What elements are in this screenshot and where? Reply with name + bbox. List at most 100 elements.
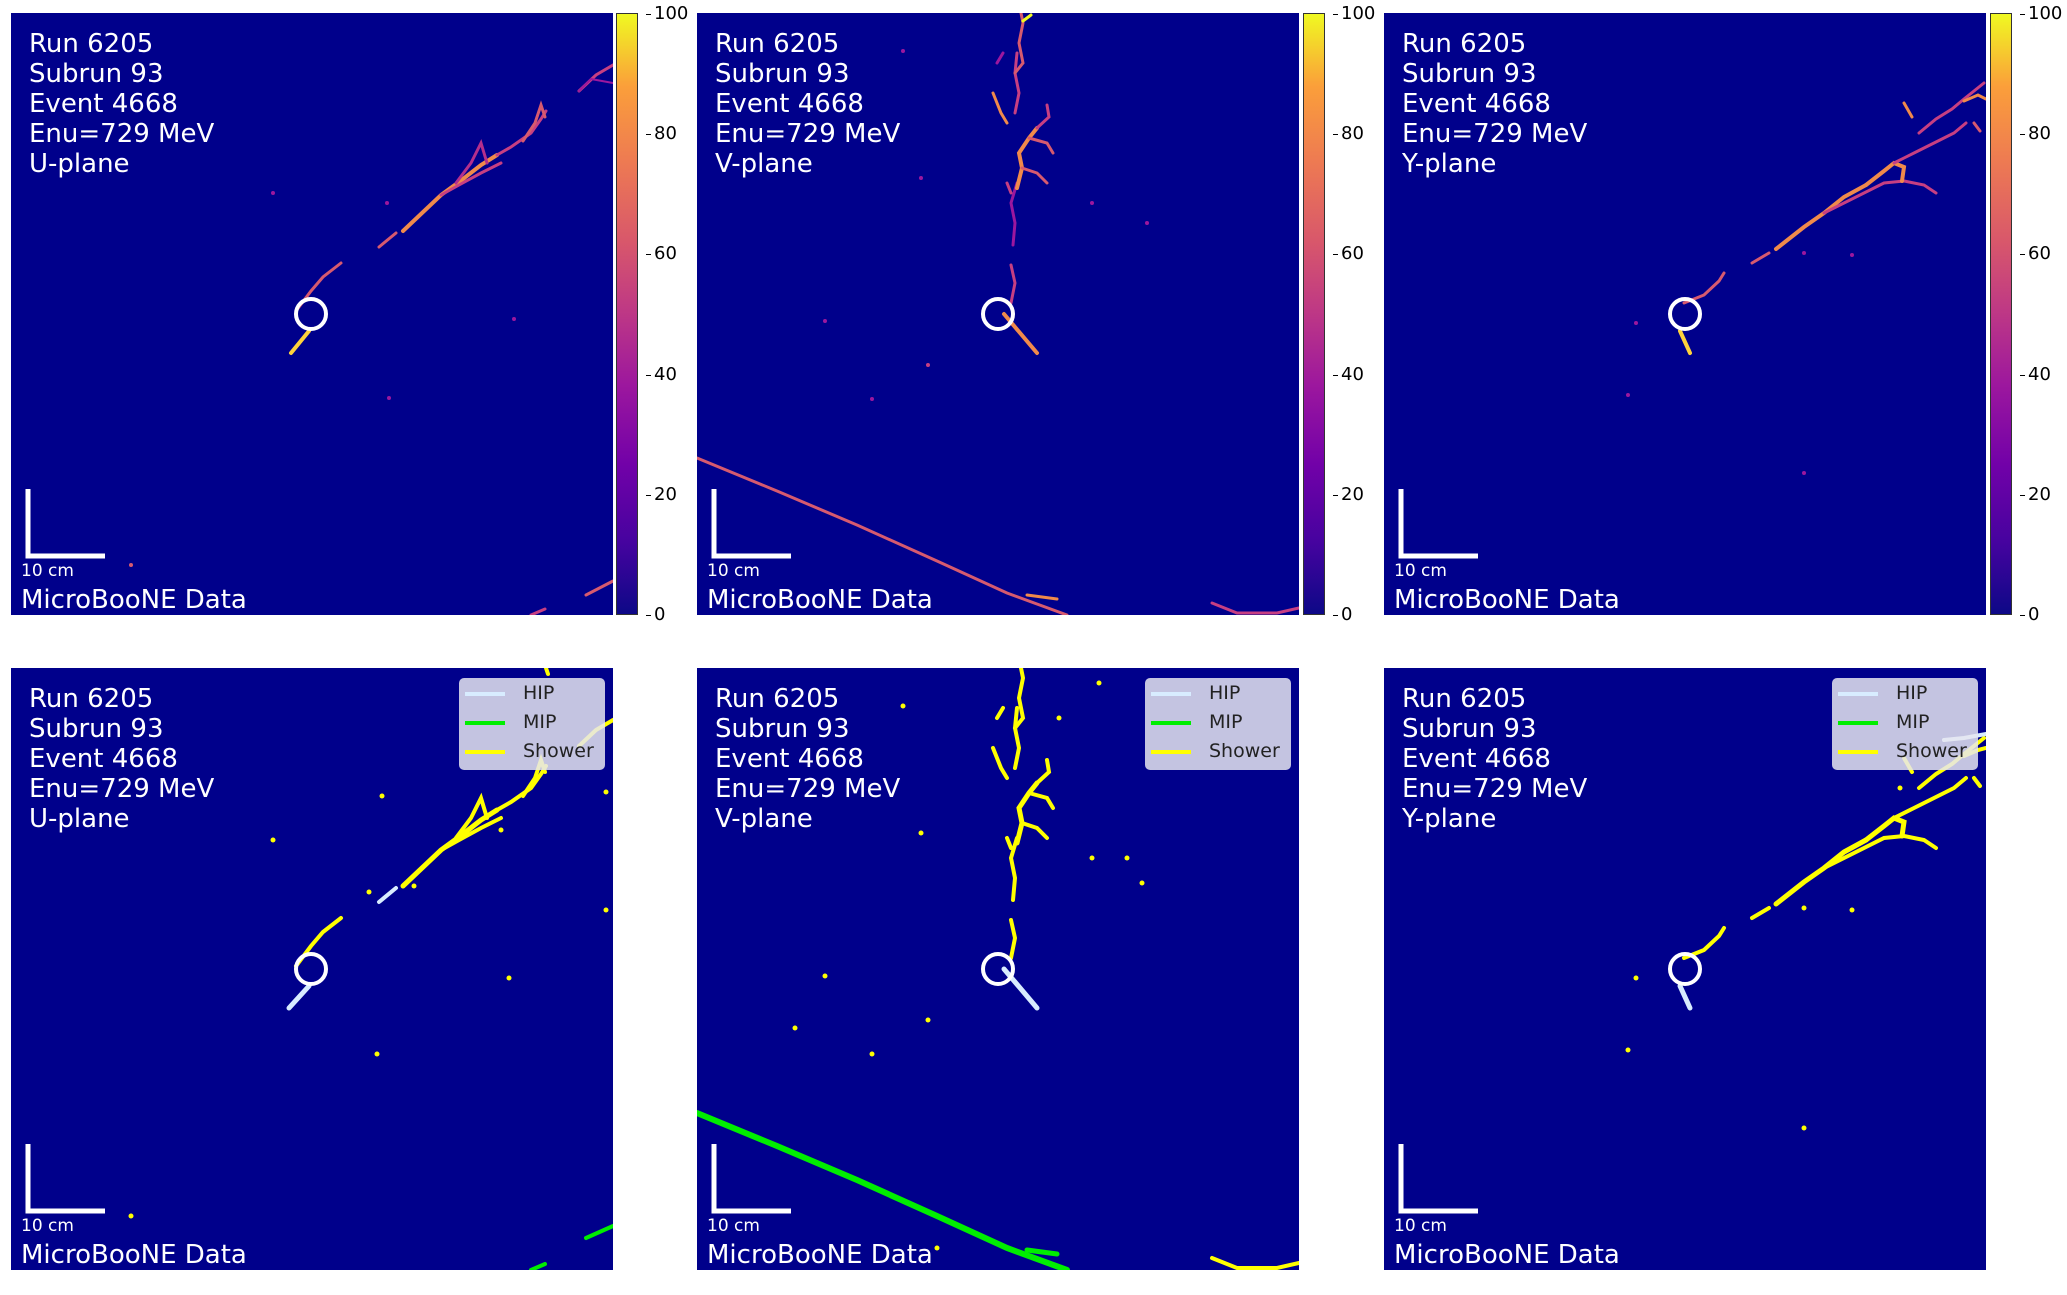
charge-tracks	[129, 63, 613, 615]
legend-label: MIP	[523, 711, 557, 733]
scale-bar	[25, 489, 105, 559]
legend-swatch	[1838, 750, 1878, 754]
legend-item-shower: Shower	[1151, 738, 1291, 766]
event-info: Run 6205 Subrun 93 Event 4668 Enu=729 Me…	[29, 29, 214, 179]
legend: HIP MIP Shower	[1145, 678, 1291, 770]
legend-item-shower: Shower	[1838, 738, 1978, 766]
legend-label: HIP	[1896, 682, 1928, 704]
legend-swatch	[1838, 692, 1878, 696]
plane-label: Y-plane	[1402, 149, 1497, 179]
charge-tracks	[697, 13, 1299, 615]
colorbar-tick: 80	[1333, 123, 1364, 144]
run-label: Run 6205	[715, 29, 840, 59]
legend-swatch	[465, 692, 505, 696]
colorbar-tick: 60	[2020, 243, 2051, 264]
charge-tracks	[1626, 81, 1986, 475]
colorbar-tick: 80	[646, 123, 677, 144]
label-image-y-plane: Run 6205 Subrun 93 Event 4668 Enu=729 Me…	[1384, 668, 1986, 1270]
scale-bar	[711, 489, 791, 559]
event-label: Event 4668	[715, 744, 864, 774]
charge-image-v-plane: Run 6205 Subrun 93 Event 4668 Enu=729 Me…	[697, 13, 1299, 615]
event-info: Run 6205 Subrun 93 Event 4668 Enu=729 Me…	[1402, 684, 1587, 834]
scale-label: 10 cm	[21, 561, 74, 581]
plane-label: Y-plane	[1402, 804, 1497, 834]
event-info: Run 6205 Subrun 93 Event 4668 Enu=729 Me…	[715, 684, 900, 834]
colorbar	[616, 13, 638, 615]
legend-item-mip: MIP	[1151, 709, 1291, 737]
event-label: Event 4668	[1402, 744, 1551, 774]
run-label: Run 6205	[1402, 684, 1527, 714]
scale-bar	[1398, 1144, 1478, 1214]
colorbar-tick: 40	[1333, 364, 1364, 385]
subrun-label: Subrun 93	[1402, 714, 1537, 744]
legend-label: HIP	[1209, 682, 1241, 704]
label-image-u-plane: Run 6205 Subrun 93 Event 4668 Enu=729 Me…	[11, 668, 613, 1270]
label-image-v-plane: Run 6205 Subrun 93 Event 4668 Enu=729 Me…	[697, 668, 1299, 1270]
scale-bar	[711, 1144, 791, 1214]
colorbar-tick: 100	[2019, 3, 2063, 24]
colorbar-tick: 40	[646, 364, 677, 385]
run-label: Run 6205	[715, 684, 840, 714]
charge-image-u-plane: Run 6205 Subrun 93 Event 4668 Enu=729 Me…	[11, 13, 613, 615]
scale-label: 10 cm	[1394, 1216, 1447, 1236]
subrun-label: Subrun 93	[29, 714, 164, 744]
plane-label: V-plane	[715, 804, 813, 834]
colorbar	[1303, 13, 1325, 615]
legend-swatch	[465, 721, 505, 725]
event-label: Event 4668	[29, 89, 178, 119]
legend: HIP MIP Shower	[1832, 678, 1978, 770]
legend-label: Shower	[1209, 740, 1280, 762]
event-label: Event 4668	[715, 89, 864, 119]
energy-label: Enu=729 MeV	[29, 774, 215, 804]
legend-swatch	[1151, 692, 1191, 696]
charge-image-y-plane: Run 6205 Subrun 93 Event 4668 Enu=729 Me…	[1384, 13, 1986, 615]
event-label: Event 4668	[1402, 89, 1551, 119]
data-label: MicroBooNE Data	[1394, 1240, 1620, 1270]
legend-swatch	[1151, 750, 1191, 754]
run-label: Run 6205	[29, 29, 154, 59]
colorbar-tick: 40	[2020, 364, 2051, 385]
colorbar-tick: 60	[1333, 243, 1364, 264]
scale-label: 10 cm	[707, 1216, 760, 1236]
data-label: MicroBooNE Data	[707, 585, 933, 615]
legend-label: MIP	[1209, 711, 1243, 733]
subrun-label: Subrun 93	[29, 59, 164, 89]
legend-swatch	[1151, 721, 1191, 725]
data-label: MicroBooNE Data	[21, 1240, 247, 1270]
colorbar-tick: 100	[1332, 3, 1376, 24]
scale-label: 10 cm	[21, 1216, 74, 1236]
legend-label: Shower	[523, 740, 594, 762]
scale-bar	[25, 1144, 105, 1214]
label-tracks	[697, 668, 1299, 1270]
colorbar-tick: 100	[645, 3, 689, 24]
legend-swatch	[1838, 721, 1878, 725]
energy-label: Enu=729 MeV	[1402, 119, 1588, 149]
colorbar-tick: 20	[2020, 484, 2051, 505]
colorbar-tick: 80	[2020, 123, 2051, 144]
legend-item-mip: MIP	[1838, 709, 1978, 737]
colorbar-tick: 20	[646, 484, 677, 505]
data-label: MicroBooNE Data	[707, 1240, 933, 1270]
legend-item-mip: MIP	[465, 709, 605, 737]
legend-swatch	[465, 750, 505, 754]
legend-item-shower: Shower	[465, 738, 605, 766]
legend-item-hip: HIP	[1151, 680, 1291, 708]
subrun-label: Subrun 93	[1402, 59, 1537, 89]
scale-label: 10 cm	[1394, 561, 1447, 581]
plane-label: V-plane	[715, 149, 813, 179]
subrun-label: Subrun 93	[715, 714, 850, 744]
run-label: Run 6205	[1402, 29, 1527, 59]
run-label: Run 6205	[29, 684, 154, 714]
energy-label: Enu=729 MeV	[29, 119, 215, 149]
event-info: Run 6205 Subrun 93 Event 4668 Enu=729 Me…	[29, 684, 214, 834]
plane-label: U-plane	[29, 804, 130, 834]
energy-label: Enu=729 MeV	[715, 119, 901, 149]
energy-label: Enu=729 MeV	[1402, 774, 1588, 804]
scale-bar	[1398, 489, 1478, 559]
data-label: MicroBooNE Data	[21, 585, 247, 615]
data-label: MicroBooNE Data	[1394, 585, 1620, 615]
legend-item-hip: HIP	[465, 680, 605, 708]
colorbar	[1990, 13, 2012, 615]
event-info: Run 6205 Subrun 93 Event 4668 Enu=729 Me…	[1402, 29, 1587, 179]
plane-label: U-plane	[29, 149, 130, 179]
